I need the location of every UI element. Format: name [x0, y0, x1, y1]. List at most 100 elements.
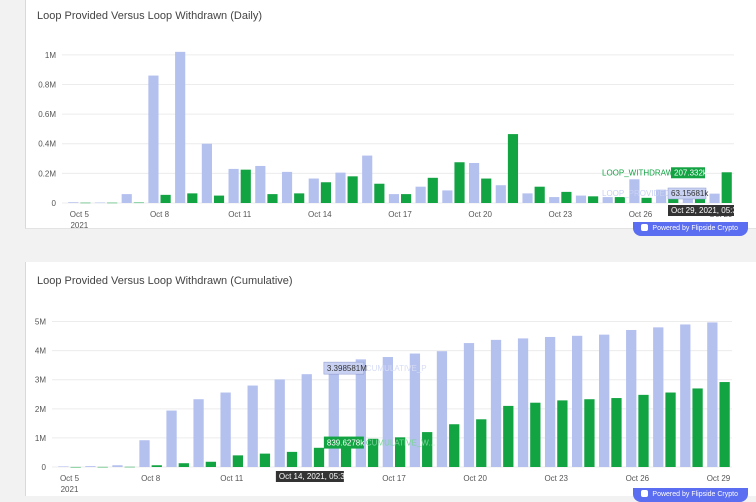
- provided-bar: [274, 379, 285, 467]
- withdrawn-bar: [614, 197, 625, 203]
- x-tick-label: Oct 8: [141, 474, 161, 483]
- hover-withdrawn-box: [323, 436, 364, 449]
- hover-provided-name: LOOP_PROVIDED: [602, 189, 671, 198]
- hover-withdrawn-name: CUMULATIVE_W...: [366, 439, 435, 448]
- hover-provided-name: CUMULATIVE_P: [366, 364, 427, 373]
- withdrawn-bar: [611, 398, 622, 467]
- x-year-label: 2021: [70, 221, 88, 228]
- withdrawn-bar: [638, 394, 649, 467]
- provided-bar: [463, 343, 475, 467]
- provided-bar: [544, 336, 556, 467]
- x-tick-label: Oct 11: [220, 474, 244, 483]
- x-year-label: 2021: [61, 485, 79, 494]
- hover-withdrawn-name: LOOP_WITHDRAWN: [602, 168, 679, 177]
- withdrawn-bar: [124, 466, 135, 468]
- withdrawn-bar: [534, 186, 545, 203]
- badge-text: Powered by Flipside Crypto: [652, 225, 738, 232]
- x-tick-label: Oct 5: [60, 474, 80, 483]
- provided-bar: [255, 165, 266, 203]
- withdrawn-bar: [97, 466, 108, 468]
- provided-bar: [85, 466, 96, 467]
- y-tick-label: 0.2M: [38, 169, 56, 178]
- x-tick-label: Oct 14: [308, 210, 332, 219]
- provided-bar: [626, 329, 637, 467]
- withdrawn-bar: [665, 392, 676, 467]
- withdrawn-bar: [530, 402, 541, 467]
- withdrawn-bar: [205, 461, 216, 467]
- provided-bar: [308, 178, 319, 203]
- provided-bar: [707, 322, 718, 467]
- x-tick-label: Oct 20: [463, 474, 487, 483]
- y-tick-label: 0.4M: [38, 140, 56, 149]
- withdrawn-bar: [449, 424, 460, 467]
- provided-bar: [112, 465, 123, 467]
- provided-bar: [58, 466, 69, 467]
- withdrawn-bar: [70, 466, 81, 468]
- y-tick-label: 4M: [35, 347, 46, 356]
- provided-bar: [335, 172, 346, 203]
- withdrawn-bar: [507, 134, 519, 203]
- withdrawn-bar: [160, 194, 171, 203]
- provided-bar: [680, 324, 691, 467]
- daily-chart-panel: Loop Provided Versus Loop Withdrawn (Dai…: [25, 0, 756, 229]
- withdrawn-bar: [107, 202, 118, 204]
- hover-date-box: [668, 205, 734, 216]
- provided-bar: [436, 351, 448, 467]
- hover-date-box: [275, 471, 344, 482]
- provided-bar: [388, 194, 399, 203]
- provided-bar: [415, 186, 426, 203]
- withdrawn-bar: [80, 202, 91, 204]
- y-tick-label: 1M: [45, 51, 56, 60]
- hover-withdrawn-box: [671, 167, 705, 179]
- flipside-logo-icon: [641, 224, 649, 231]
- provided-bar: [495, 185, 506, 203]
- provided-bar: [409, 353, 421, 467]
- withdrawn-bar: [259, 453, 271, 467]
- hover-date: Oct 29, 2021, 05:30: [671, 206, 742, 215]
- flipside-badge[interactable]: Powered by Flipside Crypto: [633, 488, 748, 502]
- provided-bar: [709, 193, 720, 203]
- withdrawn-bar: [294, 193, 305, 203]
- provided-bar: [166, 410, 177, 467]
- x-tick-label: Oct 20: [468, 210, 492, 219]
- provided-bar: [656, 189, 667, 203]
- provided-bar: [362, 155, 373, 203]
- y-tick-label: 3M: [35, 376, 46, 385]
- provided-bar: [629, 179, 640, 203]
- x-tick-label: Oct 8: [150, 210, 170, 219]
- withdrawn-bar: [340, 442, 352, 467]
- withdrawn-bar: [374, 183, 385, 203]
- provided-bar: [228, 168, 239, 203]
- withdrawn-bar: [401, 194, 412, 203]
- provided-bar: [175, 51, 186, 203]
- provided-bar: [247, 385, 258, 467]
- daily-chart-svg[interactable]: 0 0.2M 0.4M 0.6M 0.8M 1M Oct 5 Oct 8 Oct 11 Oct 1…: [26, 0, 756, 228]
- cumulative-chart-panel: Loop Provided Versus Loop Withdrawn (Cum…: [25, 262, 756, 496]
- x-tick-label: Oct 23: [549, 210, 573, 219]
- y-tick-label: 0: [52, 199, 57, 208]
- hover-provided-box: [667, 187, 707, 200]
- withdrawn-bar: [347, 176, 358, 203]
- provided-bar: [220, 392, 231, 467]
- provided-bar: [328, 368, 339, 467]
- provided-bar: [148, 75, 159, 203]
- provided-bar: [653, 327, 664, 467]
- flipside-badge[interactable]: Powered by Flipside Crypto: [633, 222, 748, 236]
- x-tick-label: Oct 17: [382, 474, 406, 483]
- provided-bar: [517, 338, 529, 467]
- withdrawn-bar: [151, 465, 162, 467]
- badge-text: Powered by Flipside Crypto: [652, 491, 738, 498]
- withdrawn-bar: [721, 172, 732, 203]
- withdrawn-bar: [668, 197, 679, 203]
- provided-bar: [139, 440, 150, 467]
- provided-bar: [522, 193, 533, 203]
- y-tick-label: 0.8M: [38, 80, 56, 89]
- provided-bar: [549, 197, 560, 203]
- withdrawn-bar: [178, 463, 189, 467]
- x-tick-label: Oct 11: [228, 210, 252, 219]
- withdrawn-bar: [481, 178, 492, 203]
- provided-bar: [201, 143, 212, 203]
- withdrawn-bar: [133, 202, 144, 204]
- hover-date: Oct 14, 2021, 05:30: [279, 472, 350, 481]
